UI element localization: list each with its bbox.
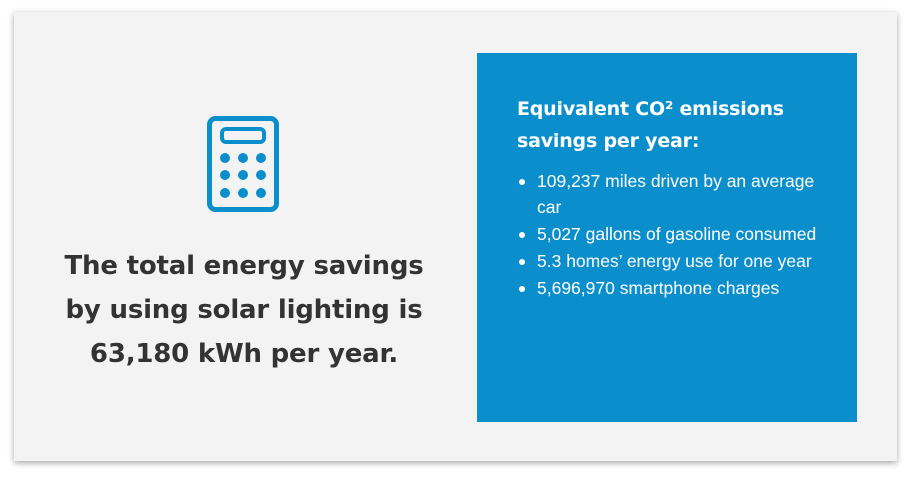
panel-title: Equivalent CO² emissions savings per yea… <box>517 98 784 152</box>
calculator-icon <box>207 116 279 212</box>
bullet-icon <box>519 232 525 238</box>
list-item-label: 5.3 homes’ energy use for one year <box>537 251 812 271</box>
list-item-label: 109,237 miles driven by an average car <box>537 171 815 217</box>
equivalents-list: 109,237 miles driven by an average car 5… <box>517 168 837 302</box>
co2-equivalents-panel: Equivalent CO² emissions savings per yea… <box>477 53 857 422</box>
bullet-icon <box>519 286 525 292</box>
list-item: 5,027 gallons of gasoline consumed <box>517 221 837 247</box>
infographic-card: The total energy savings by using solar … <box>14 12 897 461</box>
bullet-icon <box>519 179 525 185</box>
list-item: 5,696,970 smartphone charges <box>517 275 837 301</box>
list-item: 109,237 miles driven by an average car <box>517 168 837 220</box>
energy-savings-headline: The total energy savings by using solar … <box>64 251 424 369</box>
bullet-icon <box>519 259 525 265</box>
list-item-label: 5,696,970 smartphone charges <box>537 278 780 298</box>
list-item-label: 5,027 gallons of gasoline consumed <box>537 224 817 244</box>
list-item: 5.3 homes’ energy use for one year <box>517 248 837 274</box>
